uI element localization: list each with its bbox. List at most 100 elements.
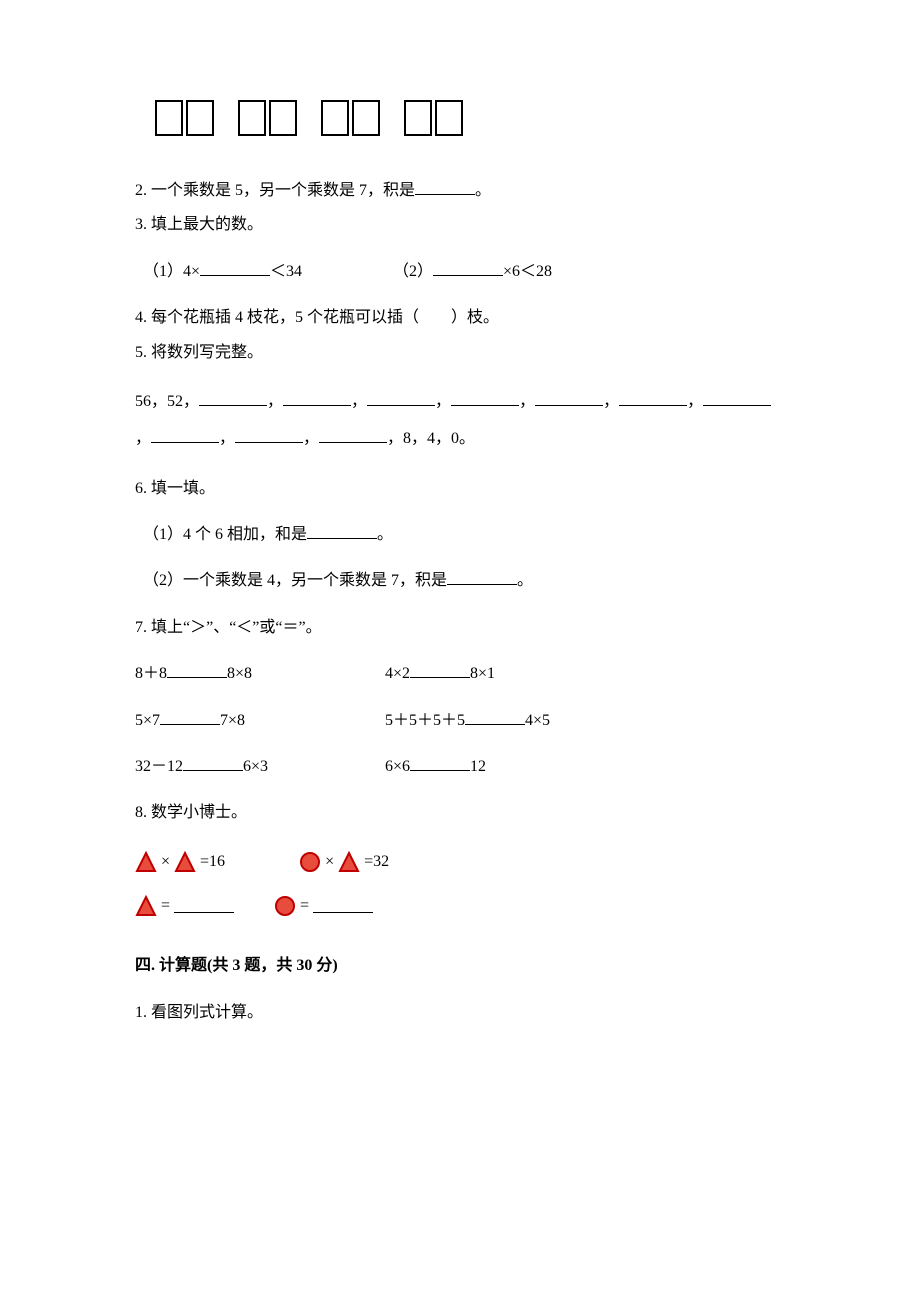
q5-tail: ，8，4，0。 [387,430,475,447]
question-3-head: 3. 填上最大的数。 [135,210,785,240]
question-5-sequence: 56，52，，，，，，，，，，，8，4，0。 [135,384,785,458]
times-sign: × [325,847,334,877]
q7-row-2-right: 5＋5＋5＋5 4×5 [385,706,635,736]
blank [283,392,351,406]
q7-row-2-left: 5×7 7×8 [135,706,385,736]
triangle-icon [135,851,157,873]
blank [465,710,525,724]
text: 5＋5＋5＋5 [385,712,465,729]
q8-circle-answer: = [274,891,373,921]
q5-lead: 56，52， [135,393,199,410]
circle-icon [274,895,296,917]
q3a-pre: （1）4× [143,263,200,280]
worksheet-page: 2. 一个乘数是 5，另一个乘数是 7，积是。 3. 填上最大的数。 （1）4×… [0,0,920,1132]
blank [199,392,267,406]
equals-sign: = [161,891,170,921]
comma: ， [219,430,235,447]
box-pair [404,100,463,136]
q8-eq1-result: =16 [200,847,225,877]
q8-answer-row: = = [135,891,785,921]
q3a-post: ＜34 [270,263,302,280]
question-6-a: （1）4 个 6 相加，和是。 [135,520,785,550]
question-8-head: 8. 数学小博士。 [135,798,785,828]
comma: ， [519,393,535,410]
text: 8＋8 [135,665,167,682]
q3-item-1: （1）4× ＜34 [143,257,393,287]
blank [367,392,435,406]
q7-row-1-right: 4×2 8×1 [385,659,635,689]
blank [703,392,771,406]
q8-triangle-answer: = [135,891,234,921]
section-4-q1: 1. 看图列式计算。 [135,998,785,1028]
blank [313,899,373,913]
blank [235,428,303,442]
circle-icon [299,851,321,873]
blank [535,392,603,406]
blank [447,571,517,585]
q7-row-1: 8＋8 8×8 4×2 8×1 [135,659,785,689]
box [186,100,214,136]
comma: ， [351,393,367,410]
triangle-icon [174,851,196,873]
box [435,100,463,136]
q6b-post: 。 [517,572,533,589]
times-sign: × [161,847,170,877]
question-2: 2. 一个乘数是 5，另一个乘数是 7，积是 。 [135,176,785,206]
text: 4×5 [525,712,550,729]
q8-eq-1: × =16 [135,847,229,877]
box [238,100,266,136]
q7-row-1-left: 8＋8 8×8 [135,659,385,689]
q8-equation-row-1: × =16 × =32 [135,847,785,877]
blank [151,428,219,442]
blank [433,261,503,275]
box [321,100,349,136]
blank [451,392,519,406]
text: 32－12 [135,758,183,775]
text: 7×8 [220,712,245,729]
question-6-head: 6. 填一填。 [135,474,785,504]
text: 8×8 [227,665,252,682]
comma: ， [603,393,619,410]
q2-end: 。 [475,182,491,199]
question-5-head: 5. 将数列写完整。 [135,338,785,368]
blank [174,899,234,913]
question-7-head: 7. 填上“＞”、“＜”或“＝”。 [135,613,785,643]
comma: ， [687,393,703,410]
blank [619,392,687,406]
triangle-icon [135,895,157,917]
question-3-items: （1）4× ＜34 （2）×6＜28 [135,257,785,287]
text: 4×2 [385,665,410,682]
blank [410,757,470,771]
q8-eq2-result: =32 [364,847,389,877]
box [352,100,380,136]
comma: ， [135,430,151,447]
blank [167,664,227,678]
q3-item-2: （2）×6＜28 [393,257,643,287]
blank [307,525,377,539]
q7-row-3-right: 6×612 [385,752,635,782]
q2-text: 2. 一个乘数是 5，另一个乘数是 7，积是 [135,182,415,199]
q7-row-2: 5×7 7×8 5＋5＋5＋5 4×5 [135,706,785,736]
text: 5×7 [135,712,160,729]
box-pair [238,100,297,136]
q3b-mid: ×6＜28 [503,263,552,280]
answer-box-groups [155,100,785,136]
box [404,100,432,136]
comma: ， [267,393,283,410]
box-pair [321,100,380,136]
text: 8×1 [470,665,495,682]
box [155,100,183,136]
q8-eq-2: × =32 [299,847,393,877]
q7-row-3: 32－126×3 6×612 [135,752,785,782]
blank [160,710,220,724]
box-pair [155,100,214,136]
blank [319,428,387,442]
q6a-post: 。 [377,526,393,543]
question-4: 4. 每个花瓶插 4 枝花，5 个花瓶可以插（ ）枝。 [135,303,785,333]
blank [183,757,243,771]
blank [200,261,270,275]
text: 12 [470,758,486,775]
equals-sign: = [300,891,309,921]
blank [410,664,470,678]
section-4-heading: 四. 计算题(共 3 题，共 30 分) [135,951,785,981]
